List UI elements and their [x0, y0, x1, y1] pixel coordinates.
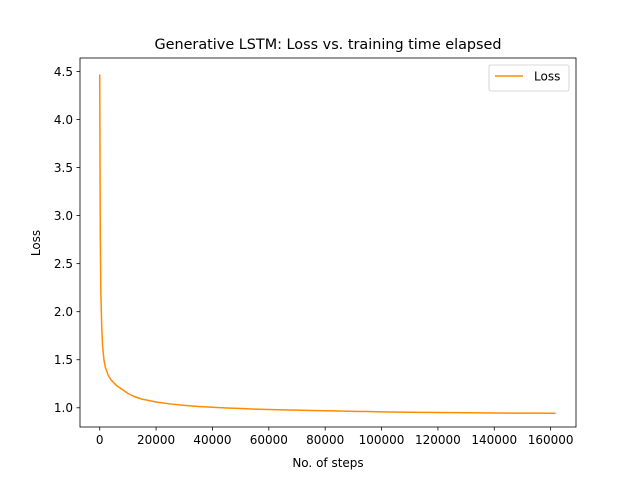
chart-title: Generative LSTM: Loss vs. training time … — [154, 37, 501, 53]
y-tick-label: 4.5 — [54, 65, 73, 79]
x-tick-label: 20000 — [137, 433, 175, 447]
y-tick-label: 3.0 — [54, 209, 73, 223]
y-tick-label: 1.5 — [54, 353, 73, 367]
x-tick-label: 0 — [96, 433, 104, 447]
x-axis-label: No. of steps — [292, 456, 363, 470]
y-tick-label: 3.5 — [54, 161, 73, 175]
y-axis-label: Loss — [29, 230, 43, 256]
x-tick-label: 140000 — [471, 433, 517, 447]
x-tick-label: 160000 — [528, 433, 574, 447]
x-tick-label: 120000 — [415, 433, 461, 447]
x-tick-label: 100000 — [359, 433, 405, 447]
legend-label-loss: Loss — [534, 70, 560, 84]
y-tick-label: 2.5 — [54, 257, 73, 271]
x-tick-label: 60000 — [250, 433, 288, 447]
legend: Loss — [489, 65, 569, 91]
y-tick-label: 4.0 — [54, 113, 73, 127]
x-tick-label: 80000 — [306, 433, 344, 447]
y-tick-label: 1.0 — [54, 401, 73, 415]
y-tick-label: 2.0 — [54, 305, 73, 319]
x-tick-label: 40000 — [193, 433, 231, 447]
